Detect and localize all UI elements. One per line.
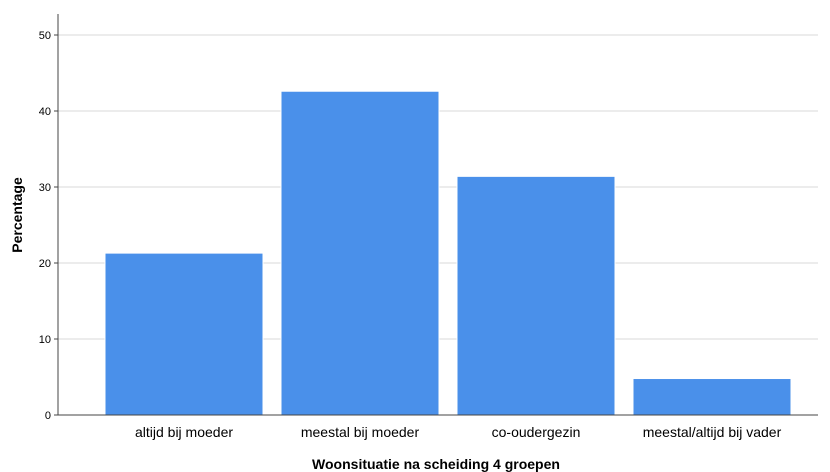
y-tick-label: 20: [39, 258, 51, 270]
y-tick-label: 10: [39, 334, 51, 346]
y-tick-labels: 0 10 20 30 40 50: [39, 30, 58, 422]
x-tick-label: meestal bij moeder: [301, 424, 420, 440]
x-tick-labels: altijd bij moeder meestal bij moeder co-ou…: [135, 424, 782, 440]
y-axis-title: Percentage: [9, 177, 25, 253]
x-tick-label: altijd bij moeder: [135, 424, 233, 440]
bars: [104, 90, 792, 416]
y-tick-label: 40: [39, 106, 51, 118]
x-tick-label: meestal/altijd bij vader: [643, 424, 782, 440]
x-axis-title: Woonsituatie na scheiding 4 groepen: [312, 456, 560, 472]
y-tick-label: 0: [45, 410, 51, 422]
axes: [57, 14, 818, 416]
bar-3: [632, 378, 792, 416]
y-tick-label: 50: [39, 30, 51, 42]
bar-2: [456, 175, 616, 416]
y-tick-label: 30: [39, 182, 51, 194]
bar-0: [104, 252, 264, 416]
bar-1: [280, 90, 440, 416]
x-tick-label: co-oudergezin: [492, 424, 581, 440]
